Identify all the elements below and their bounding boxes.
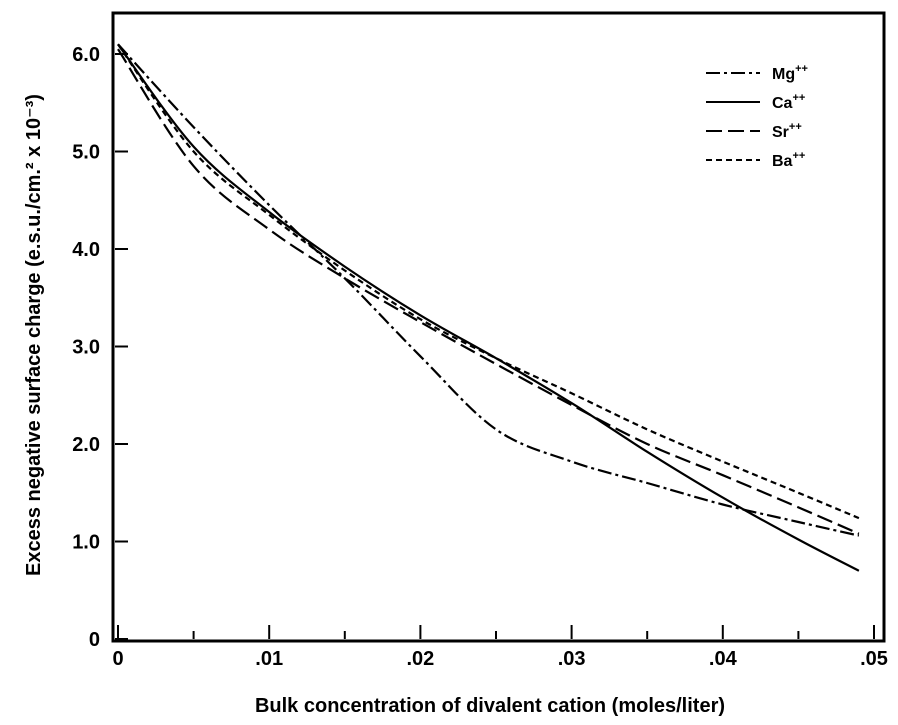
legend-series-superscript: ++	[792, 92, 805, 104]
series-line-ba	[117, 43, 860, 520]
y-tick-label: 4.0	[72, 239, 100, 261]
y-tick-label: 1.0	[72, 532, 100, 554]
y-tick-label: 2.0	[72, 434, 100, 456]
tick-marks: 0 .01 .02 .03 .04 .05 0 1.0 2.0 3.0 4.0 5.0 6.0	[72, 44, 888, 670]
legend-series-superscript: ++	[789, 121, 802, 133]
x-tick-label: .05	[860, 648, 888, 670]
legend-label-sr: Sr++	[772, 121, 802, 141]
y-tick-label: 5.0	[72, 142, 100, 164]
series-lines	[117, 43, 860, 572]
y-tick-label: 6.0	[72, 44, 100, 66]
x-tick-label: .03	[558, 648, 586, 670]
series-line-ca	[117, 43, 860, 572]
y-axis-title: Excess negative surface charge (e.s.u./c…	[23, 94, 45, 576]
legend-label-ba: Ba++	[772, 150, 805, 170]
legend-label-ca: Ca++	[772, 92, 805, 112]
x-tick-label: .04	[709, 648, 738, 670]
x-tick-label: 0	[112, 648, 123, 670]
legend-series-superscript: ++	[792, 150, 805, 162]
legend-series-superscript: ++	[795, 63, 808, 75]
legend-series-name: Ba	[772, 153, 793, 170]
legend: Mg++Ca++Sr++Ba++	[706, 63, 808, 170]
y-tick-label: 3.0	[72, 337, 100, 359]
series-line-mg	[117, 43, 860, 537]
legend-series-name: Sr	[772, 124, 789, 141]
x-axis-title: Bulk concentration of divalent cation (m…	[255, 695, 725, 717]
series-line-sr	[117, 48, 860, 535]
x-tick-label: .02	[406, 648, 434, 670]
y-tick-label: 0	[89, 629, 100, 651]
legend-series-name: Mg	[772, 66, 795, 83]
x-tick-label: .01	[255, 648, 283, 670]
legend-series-name: Ca	[772, 95, 793, 112]
plot-frame	[111, 11, 886, 643]
legend-label-mg: Mg++	[772, 63, 808, 83]
